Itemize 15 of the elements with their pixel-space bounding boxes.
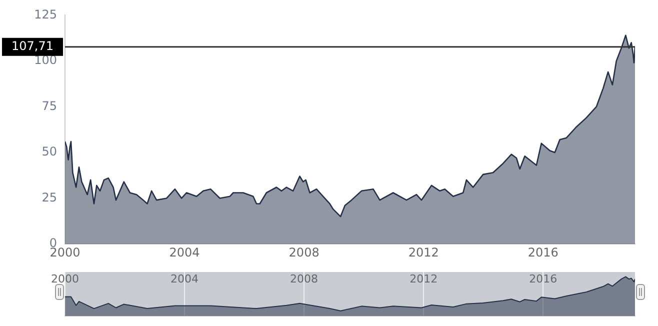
y-tick-label: 25 bbox=[42, 190, 57, 204]
ref-line-label: 107,71 bbox=[12, 38, 54, 53]
y-tick-label: 50 bbox=[42, 144, 57, 159]
x-tick-label: 2008 bbox=[288, 245, 320, 260]
y-tick-label: 125 bbox=[34, 7, 57, 22]
x-tick-label: 2008 bbox=[290, 272, 318, 286]
x-tick-label: 2012 bbox=[408, 245, 439, 260]
x-tick-label: 2004 bbox=[169, 245, 200, 260]
x-tick-label: 2012 bbox=[410, 272, 438, 286]
x-tick-label: 2000 bbox=[51, 272, 79, 286]
y-tick-label: 75 bbox=[42, 98, 57, 113]
y-tick-label: 100 bbox=[34, 53, 57, 68]
x-tick-label: 2016 bbox=[528, 245, 558, 260]
x-tick-label: 2016 bbox=[529, 272, 558, 286]
x-tick-label: 2004 bbox=[170, 272, 199, 286]
